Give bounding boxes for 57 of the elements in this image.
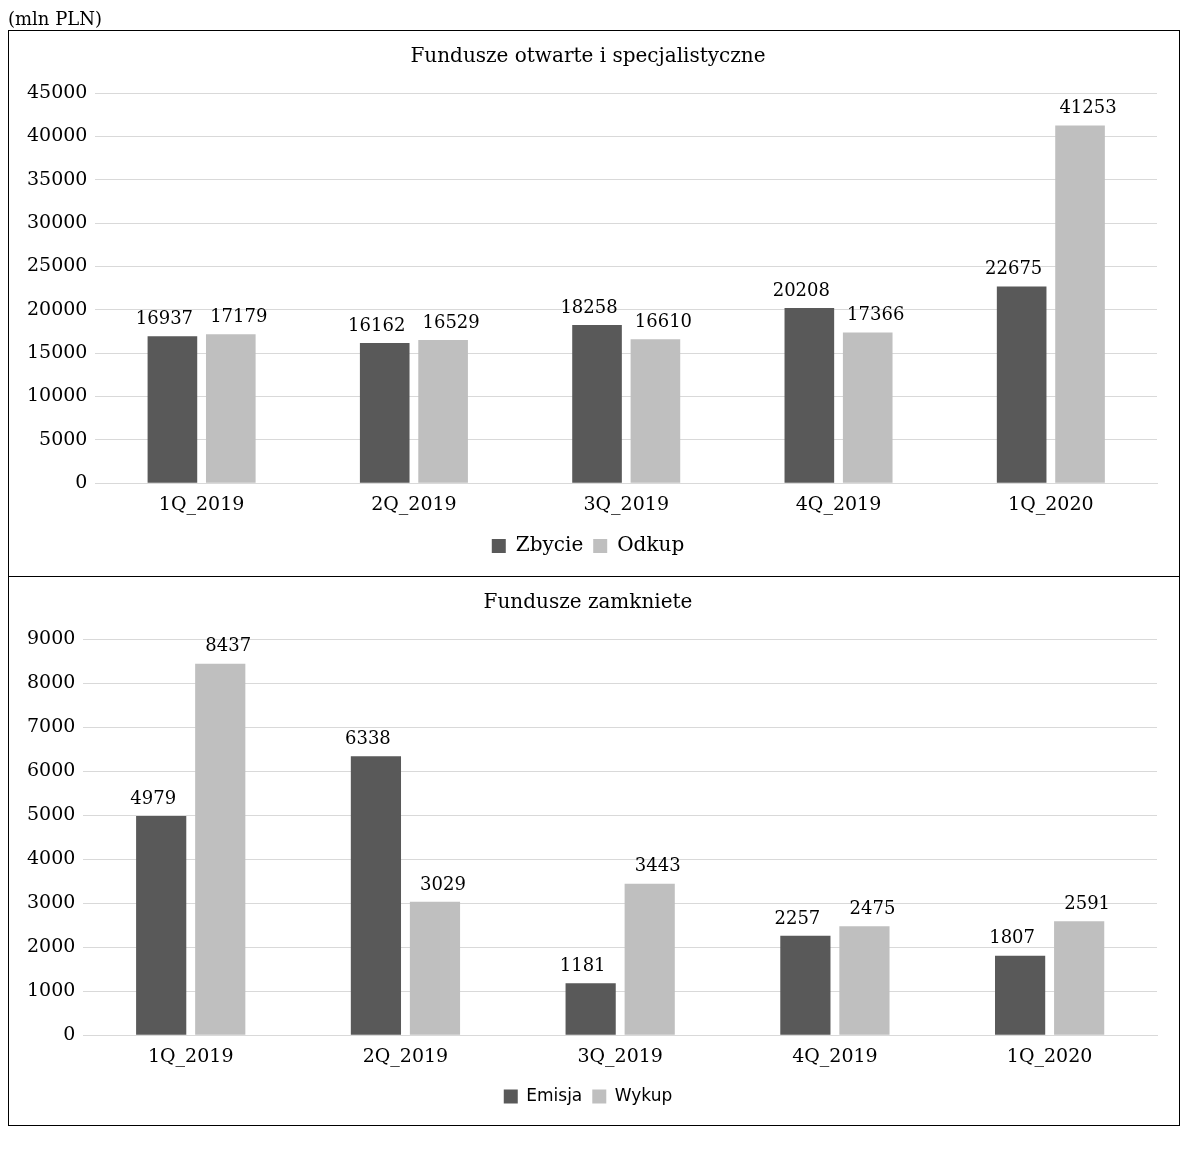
chart-title: Fundusze zamkniete [483, 589, 693, 614]
data-label: 4979 [130, 786, 177, 808]
y-tick-label: 35000 [26, 166, 88, 189]
x-tick-label: 3Q_2019 [583, 491, 669, 515]
x-tick-label: 1Q_2020 [1008, 491, 1094, 515]
data-label: 3443 [634, 854, 681, 876]
y-tick-label: 20000 [26, 296, 88, 319]
y-tick-label: 0 [75, 470, 88, 493]
data-label: 16610 [634, 309, 693, 331]
data-label: 1181 [559, 953, 606, 975]
y-tick-label: 9000 [26, 625, 76, 648]
y-tick-label: 2000 [26, 934, 76, 957]
legend-label: Emisja [526, 1084, 583, 1105]
x-tick-label: 1Q_2019 [158, 491, 245, 515]
x-tick-label: 4Q_2019 [792, 1043, 878, 1067]
y-tick-label: 30000 [26, 210, 88, 232]
y-tick-label: 6000 [26, 758, 76, 780]
x-tick-label: 1Q_2019 [147, 1043, 234, 1067]
data-label: 20208 [772, 278, 830, 300]
data-label: 2475 [849, 896, 896, 918]
legend-label: Wykup [614, 1084, 673, 1105]
data-label: 8437 [205, 634, 252, 656]
y-tick-label: 3000 [26, 890, 76, 913]
legend-label: Zbycie [515, 532, 584, 557]
y-tick-label: 5000 [39, 426, 88, 449]
y-tick-label: 45000 [26, 79, 88, 102]
y-tick-label: 7000 [26, 713, 76, 736]
y-tick-label: 15000 [26, 340, 88, 363]
y-tick-label: 25000 [26, 253, 88, 276]
y-tick-label: 10000 [26, 383, 88, 406]
y-tick-label: 5000 [26, 802, 76, 825]
text: (mln PLN) [8, 8, 103, 30]
x-tick-label: 3Q_2019 [577, 1043, 663, 1067]
legend-label: Odkup [617, 532, 685, 557]
data-label: 16937 [135, 307, 194, 329]
chart-title: Fundusze otwarte i specjalistyczne [410, 43, 766, 68]
data-label: 16162 [348, 313, 406, 335]
data-label: 22675 [985, 257, 1043, 279]
x-tick-label: 2Q_2019 [371, 491, 457, 515]
y-tick-label: 0 [63, 1022, 76, 1045]
y-tick-label: 1000 [26, 978, 76, 1001]
data-label: 16529 [422, 310, 480, 332]
data-label: 17366 [847, 303, 905, 325]
y-tick-label: 40000 [26, 123, 88, 146]
x-tick-label: 2Q_2019 [362, 1043, 449, 1067]
data-label: 18258 [560, 295, 618, 317]
data-label: 17179 [210, 304, 268, 326]
data-label: 41253 [1059, 96, 1117, 118]
x-tick-label: 1Q_2020 [1006, 1043, 1093, 1067]
y-tick-label: 4000 [26, 846, 76, 869]
data-label: 2257 [774, 906, 821, 928]
data-label: 2591 [1064, 891, 1111, 913]
data-label: 1807 [989, 926, 1036, 948]
x-tick-label: 4Q_2019 [795, 491, 882, 515]
data-label: 3029 [420, 872, 466, 894]
data-label: 6338 [345, 726, 391, 748]
y-tick-label: 8000 [26, 669, 76, 692]
